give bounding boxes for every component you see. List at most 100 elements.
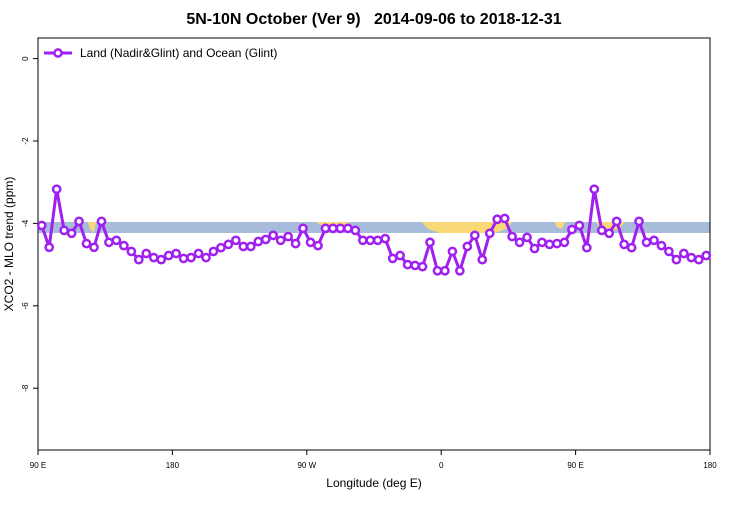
point xyxy=(208,246,219,257)
point xyxy=(626,242,637,253)
point xyxy=(693,254,704,265)
point xyxy=(596,225,607,236)
point xyxy=(148,252,159,263)
point xyxy=(537,237,547,248)
point xyxy=(186,252,196,263)
point xyxy=(59,225,69,236)
point xyxy=(469,230,480,241)
point xyxy=(604,228,615,239)
point xyxy=(664,246,674,257)
point xyxy=(514,237,525,248)
point xyxy=(328,223,338,234)
point xyxy=(74,216,84,227)
point xyxy=(552,238,562,249)
point xyxy=(350,225,361,236)
point xyxy=(679,248,689,259)
point xyxy=(410,260,420,271)
x-tick-label: 90 W xyxy=(297,461,316,470)
point xyxy=(298,223,308,234)
point xyxy=(484,228,495,239)
point xyxy=(619,239,629,250)
point xyxy=(111,235,122,246)
point xyxy=(253,236,264,247)
point xyxy=(589,184,600,195)
land-patch xyxy=(88,222,96,232)
chart-title: 5N-10N October (Ver 9) 2014-09-06 to 201… xyxy=(186,11,561,28)
point xyxy=(417,261,428,272)
point xyxy=(313,240,323,251)
ocean-band xyxy=(38,222,710,233)
point xyxy=(193,248,204,259)
point xyxy=(634,216,644,227)
point xyxy=(395,250,405,261)
y-tick-label: -4 xyxy=(21,219,30,227)
x-tick-label: 0 xyxy=(439,461,444,470)
point xyxy=(231,235,241,246)
point xyxy=(507,231,517,242)
point xyxy=(36,220,47,231)
point xyxy=(447,246,458,257)
point xyxy=(163,250,174,261)
point xyxy=(141,248,152,259)
point xyxy=(701,250,712,261)
point xyxy=(522,232,532,243)
point xyxy=(89,242,99,253)
point xyxy=(290,238,301,249)
point xyxy=(425,237,435,248)
point xyxy=(66,228,77,239)
x-tick-label: 90 E xyxy=(567,461,583,470)
point xyxy=(238,241,249,252)
point xyxy=(171,248,181,259)
point xyxy=(492,214,503,225)
point xyxy=(357,235,368,246)
point xyxy=(649,235,659,246)
point xyxy=(671,254,682,265)
point xyxy=(305,237,316,248)
point xyxy=(567,224,577,235)
point xyxy=(275,235,286,246)
point xyxy=(440,265,450,276)
point xyxy=(260,234,271,245)
x-axis-label: Longitude (deg E) xyxy=(326,476,421,490)
point xyxy=(455,265,465,276)
point xyxy=(201,252,211,263)
point xyxy=(216,242,226,253)
point xyxy=(133,254,144,265)
point xyxy=(126,246,137,257)
point xyxy=(51,184,62,195)
point xyxy=(581,242,592,253)
point xyxy=(559,237,570,248)
point xyxy=(119,240,129,251)
point xyxy=(656,240,667,251)
point xyxy=(462,241,473,252)
x-tick-label: 90 E xyxy=(30,461,46,470)
y-axis-label: XCO2 - MLO trend (ppm) xyxy=(2,177,16,312)
point xyxy=(44,242,55,253)
point xyxy=(365,235,376,246)
plot-frame xyxy=(37,37,711,451)
point xyxy=(477,254,488,265)
point xyxy=(268,230,279,241)
x-tick-label: 180 xyxy=(166,461,180,470)
point xyxy=(529,243,540,254)
legend-label: Land (Nadir&Glint) and Ocean (Glint) xyxy=(80,46,277,60)
point xyxy=(283,231,293,242)
y-tick-label: 0 xyxy=(21,56,30,61)
point xyxy=(641,237,652,248)
land-patch xyxy=(555,222,565,229)
y-tick-label: -8 xyxy=(21,384,30,392)
point xyxy=(96,216,107,227)
y-tick-label: -6 xyxy=(21,302,30,310)
point xyxy=(223,239,234,250)
point xyxy=(574,220,585,231)
point xyxy=(81,238,92,249)
point xyxy=(335,223,346,234)
point xyxy=(343,223,353,234)
point xyxy=(178,253,189,264)
point xyxy=(320,223,331,234)
point xyxy=(372,235,383,246)
point xyxy=(432,265,443,276)
point xyxy=(380,233,391,244)
